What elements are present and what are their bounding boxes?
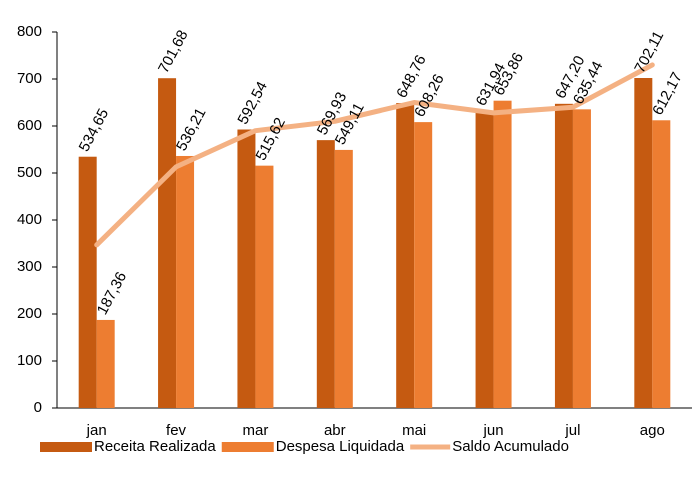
x-tick-label: jul <box>564 422 580 439</box>
bar <box>396 103 415 409</box>
bar <box>572 109 591 408</box>
legend-label: Saldo Acumulado <box>452 438 569 455</box>
data-label: 701,68 <box>155 27 192 76</box>
bar <box>634 78 653 408</box>
y-tick-label: 0 <box>34 399 42 416</box>
data-label: 536,21 <box>173 105 210 154</box>
y-tick-label: 400 <box>17 211 42 228</box>
data-label: 592,54 <box>234 79 271 128</box>
legend-swatch <box>221 442 274 452</box>
bar <box>96 319 115 408</box>
legend-swatch <box>40 442 92 452</box>
x-tick-label: jun <box>483 422 504 439</box>
x-tick-label: abr <box>324 422 346 439</box>
data-label: 702,11 <box>631 28 667 76</box>
data-label: 534,65 <box>76 106 113 155</box>
bar <box>334 149 353 408</box>
bar <box>176 155 195 408</box>
x-tick-label: mai <box>402 422 426 439</box>
data-label: 515,62 <box>252 115 289 164</box>
x-tick-label: mar <box>243 422 269 439</box>
bar <box>237 129 256 408</box>
x-tick-label: fev <box>166 422 187 439</box>
y-tick-label: 200 <box>17 305 42 322</box>
bar <box>78 156 97 408</box>
bar <box>554 103 573 408</box>
bar <box>493 100 512 409</box>
x-tick-label: ago <box>640 422 665 439</box>
bar <box>652 120 671 409</box>
line <box>94 62 655 248</box>
y-tick-label: 700 <box>17 70 42 87</box>
bar <box>414 122 433 408</box>
data-label: 612,17 <box>649 70 686 119</box>
legend-label: Despesa Liquidada <box>276 438 405 455</box>
y-tick-label: 300 <box>17 258 42 275</box>
y-tick-label: 500 <box>17 164 42 181</box>
legend-label: Receita Realizada <box>94 438 216 455</box>
bar <box>255 165 274 408</box>
bar <box>158 78 177 409</box>
data-label: 187,36 <box>94 269 131 318</box>
y-tick-label: 800 <box>17 23 42 40</box>
x-tick-label: jan <box>86 422 107 439</box>
y-tick-label: 100 <box>17 352 42 369</box>
bar <box>475 110 494 409</box>
y-tick-label: 600 <box>17 117 42 134</box>
bar <box>316 140 335 408</box>
